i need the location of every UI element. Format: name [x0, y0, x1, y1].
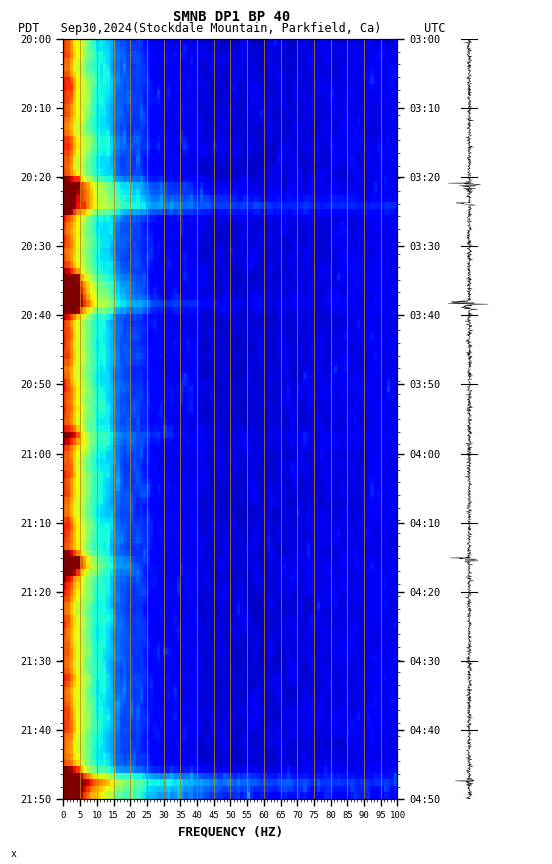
X-axis label: FREQUENCY (HZ): FREQUENCY (HZ)	[178, 826, 283, 839]
Text: x: x	[11, 849, 17, 859]
Text: PDT   Sep30,2024(Stockdale Mountain, Parkfield, Ca)      UTC: PDT Sep30,2024(Stockdale Mountain, Parkf…	[18, 22, 445, 35]
Text: SMNB DP1 BP 40: SMNB DP1 BP 40	[173, 10, 290, 24]
